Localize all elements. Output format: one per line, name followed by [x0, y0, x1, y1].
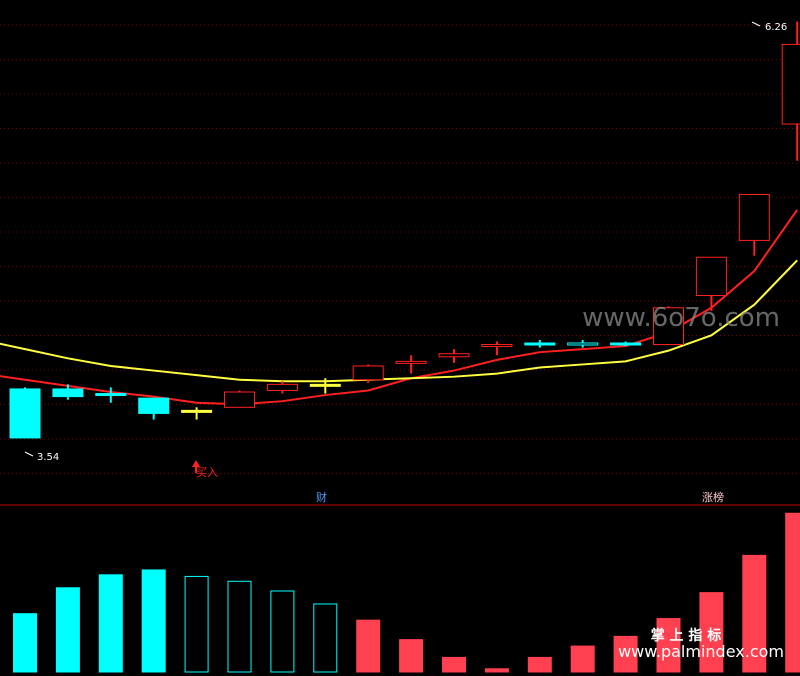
indicator-bar [13, 613, 37, 673]
indicator-bar [442, 656, 466, 673]
watermark-bottom-cn: 掌 上 指 标 [651, 627, 722, 644]
high-price-label: 6.26 [765, 22, 787, 33]
candle-body [181, 409, 213, 413]
indicator-bar [270, 590, 295, 673]
candle-body [309, 383, 341, 387]
candle-body [52, 388, 84, 398]
watermark-bottom-url: www.palmindex.com [618, 642, 784, 661]
ma-line-2 [0, 259, 798, 383]
candle-body [695, 256, 727, 297]
indicator-bar [184, 575, 209, 673]
candle-body [438, 353, 470, 358]
indicator-bar [484, 668, 509, 673]
candle-body [9, 388, 41, 439]
indicator-bar [55, 587, 80, 673]
indicator-bar [785, 512, 800, 673]
candle-body [653, 307, 684, 346]
indicator-bar [570, 645, 595, 673]
candle-body [610, 342, 642, 346]
candle-body [524, 342, 556, 346]
indicator-tag-left: 财 [316, 490, 327, 504]
indicator-tag-right: 涨榜 [702, 490, 724, 504]
candle-body [138, 397, 170, 414]
buy-signal-label: 买入 [196, 466, 218, 479]
high-price-arrow-icon [751, 21, 761, 27]
indicator-bar [399, 639, 424, 673]
volume-bars [13, 512, 800, 673]
watermark-top: www.6o7o.com [582, 303, 780, 333]
candle-body [567, 342, 599, 346]
low-price-label: 3.54 [37, 452, 59, 463]
indicator-bar [613, 635, 638, 673]
candle-body [738, 193, 770, 241]
indicator-bar [227, 580, 252, 673]
buy-arrow-icon [192, 460, 200, 467]
indicator-bar [656, 618, 681, 673]
indicator-bar [527, 656, 552, 673]
low-price-arrow-icon [24, 451, 34, 457]
indicator-bar [356, 619, 381, 673]
candle-body [266, 383, 298, 391]
price-grid [0, 24, 800, 474]
indicator-bar [98, 574, 123, 673]
candle-body [95, 393, 127, 397]
buy-arrow-stem-icon [195, 466, 197, 473]
candle-body [224, 391, 255, 408]
candle-body [481, 344, 513, 348]
candle-body [352, 365, 384, 381]
indicator-bar [742, 554, 767, 673]
candle-body [781, 43, 800, 125]
indicator-bar [699, 592, 724, 673]
candlesticks [9, 21, 800, 439]
indicator-bar [313, 603, 338, 673]
candle-body [395, 360, 427, 364]
indicator-bar [141, 569, 166, 673]
